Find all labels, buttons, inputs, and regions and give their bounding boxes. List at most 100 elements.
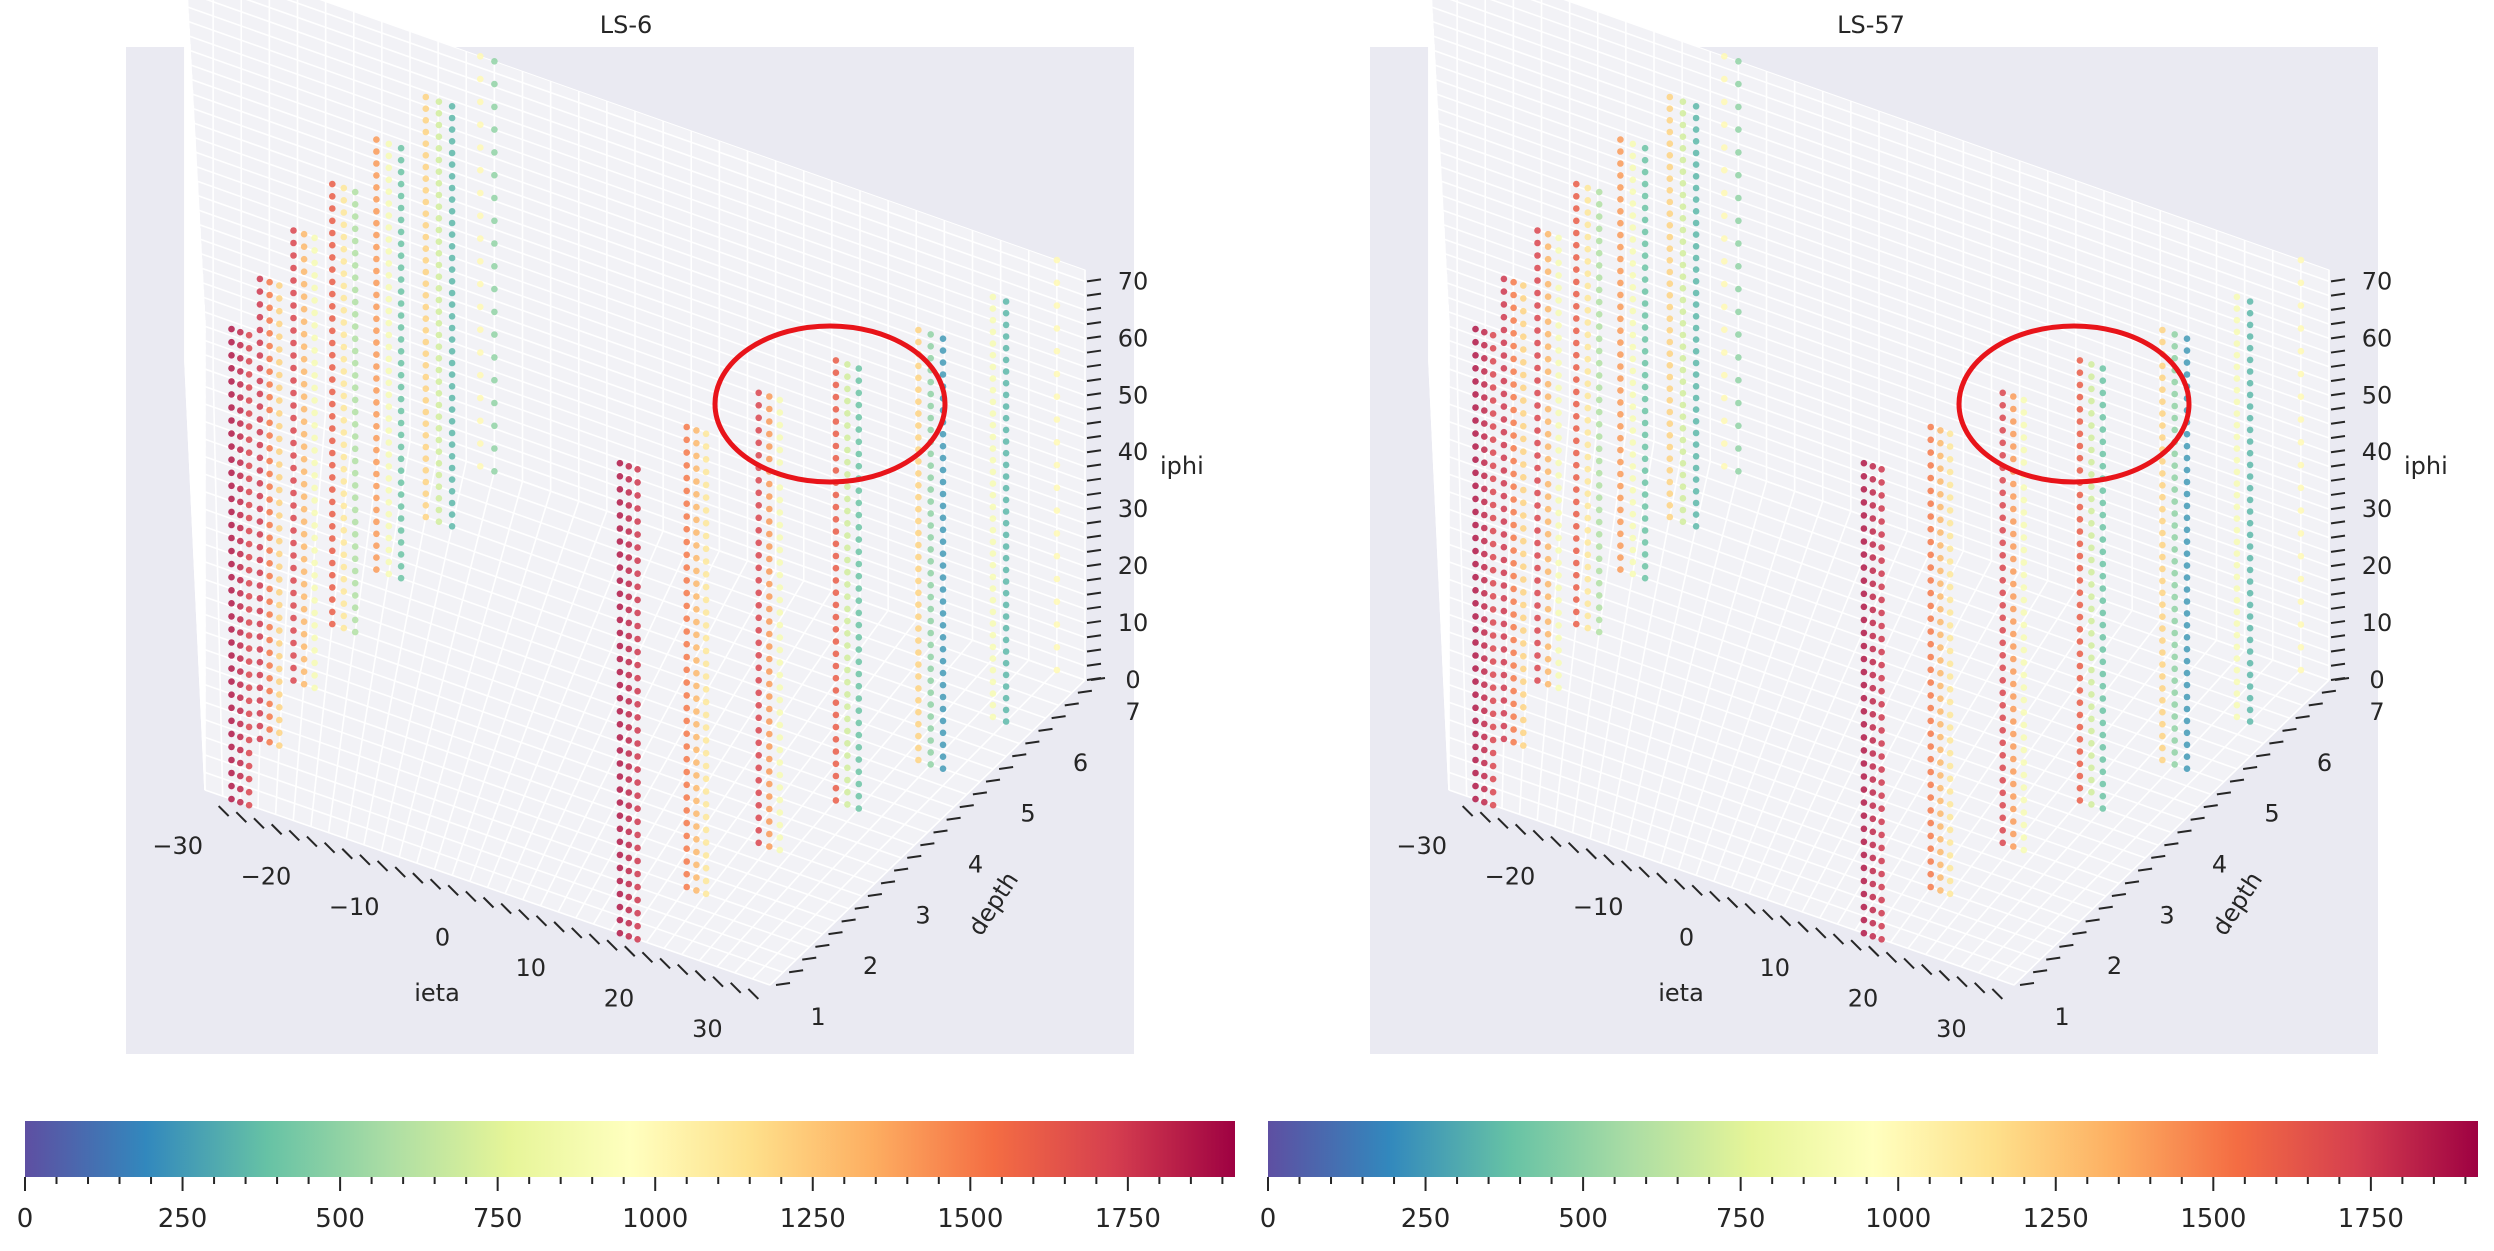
data-point: [1002, 449, 1010, 457]
data-point: [311, 497, 318, 504]
data-point: [1472, 325, 1479, 333]
data-point: [2297, 530, 2305, 537]
data-point: [1860, 812, 1868, 819]
data-point: [832, 748, 840, 755]
data-point: [844, 397, 851, 405]
data-point: [1878, 531, 1885, 538]
data-point: [1666, 93, 1674, 101]
data-point: [1692, 371, 1700, 378]
data-point: [989, 410, 997, 417]
data-point: [1927, 704, 1934, 712]
data-point: [2159, 362, 2166, 370]
data-point: [228, 508, 235, 516]
data-point: [1500, 275, 1508, 283]
data-point: [237, 368, 244, 375]
data-point: [1544, 280, 1552, 288]
data-point: [855, 719, 863, 727]
data-point: [1472, 534, 1479, 542]
data-point: [1878, 661, 1885, 669]
data-point: [397, 144, 405, 152]
data-point: [290, 639, 297, 647]
data-point: [1666, 397, 1674, 404]
data-point: [1555, 459, 1562, 467]
data-point: [351, 445, 359, 453]
data-point: [448, 453, 456, 460]
grid-line: [1442, 646, 2120, 885]
data-point: [1534, 477, 1541, 484]
data-point: [385, 451, 393, 458]
data-point: [1946, 673, 1954, 680]
data-point: [245, 723, 253, 731]
data-point: [491, 80, 498, 88]
data-point: [1053, 256, 1061, 264]
data-point: [616, 642, 624, 650]
data-point: [1946, 647, 1954, 655]
data-point: [855, 426, 863, 433]
data-point: [266, 598, 273, 605]
data-point: [385, 236, 393, 243]
data-point: [397, 431, 405, 439]
data-point: [1520, 397, 1527, 404]
grid-line: [184, 62, 1086, 382]
tick-mark: [1086, 434, 1102, 439]
data-point: [1946, 571, 1954, 578]
data-point: [1937, 721, 1944, 728]
tick-mark: [2137, 867, 2153, 872]
data-point: [340, 502, 348, 510]
data-point: [693, 721, 700, 728]
data-point: [1520, 601, 1527, 609]
data-point: [2246, 554, 2254, 562]
data-point: [1481, 772, 1488, 780]
data-point: [1489, 501, 1497, 509]
data-point: [989, 433, 997, 441]
data-point: [1584, 490, 1592, 498]
data-point: [634, 779, 641, 786]
data-point: [1679, 296, 1687, 304]
data-point: [1573, 620, 1580, 628]
data-point: [385, 558, 393, 566]
data-point: [2099, 585, 2107, 592]
data-point: [2088, 385, 2095, 393]
tick-mark: [775, 982, 791, 986]
data-point: [927, 498, 934, 505]
data-point: [832, 430, 840, 438]
data-point: [397, 359, 405, 367]
data-point: [625, 763, 633, 770]
data-point: [1860, 499, 1868, 506]
data-point: [766, 393, 773, 400]
data-point: [477, 303, 484, 311]
data-point: [1534, 514, 1541, 522]
data-point: [2159, 505, 2166, 513]
data-point: [266, 623, 273, 631]
data-point: [311, 484, 318, 492]
z-axis-label: iphi: [2404, 452, 2448, 480]
data-point: [844, 422, 851, 429]
data-point: [290, 402, 297, 409]
data-point: [855, 414, 863, 421]
data-point: [1860, 551, 1868, 558]
data-point: [2020, 571, 2028, 579]
data-point: [616, 655, 624, 663]
data-point: [397, 348, 405, 355]
tick-mark: [1691, 884, 1703, 897]
data-point: [245, 710, 253, 718]
data-point: [755, 489, 762, 497]
data-point: [755, 589, 762, 597]
data-point: [1481, 733, 1488, 741]
data-point: [939, 610, 947, 617]
data-point: [1510, 560, 1517, 567]
data-point: [1629, 522, 1637, 530]
data-point: [776, 609, 784, 616]
data-point: [634, 583, 641, 591]
data-point: [1999, 539, 2006, 547]
data-point: [1735, 376, 1742, 384]
data-point: [266, 470, 273, 478]
data-point: [2099, 487, 2107, 495]
data-point: [1573, 547, 1580, 555]
data-point: [1927, 845, 1934, 852]
data-point: [1629, 463, 1637, 470]
data-point: [1489, 580, 1497, 587]
data-point: [329, 474, 336, 481]
data-point: [989, 643, 997, 651]
data-point: [1510, 547, 1517, 554]
